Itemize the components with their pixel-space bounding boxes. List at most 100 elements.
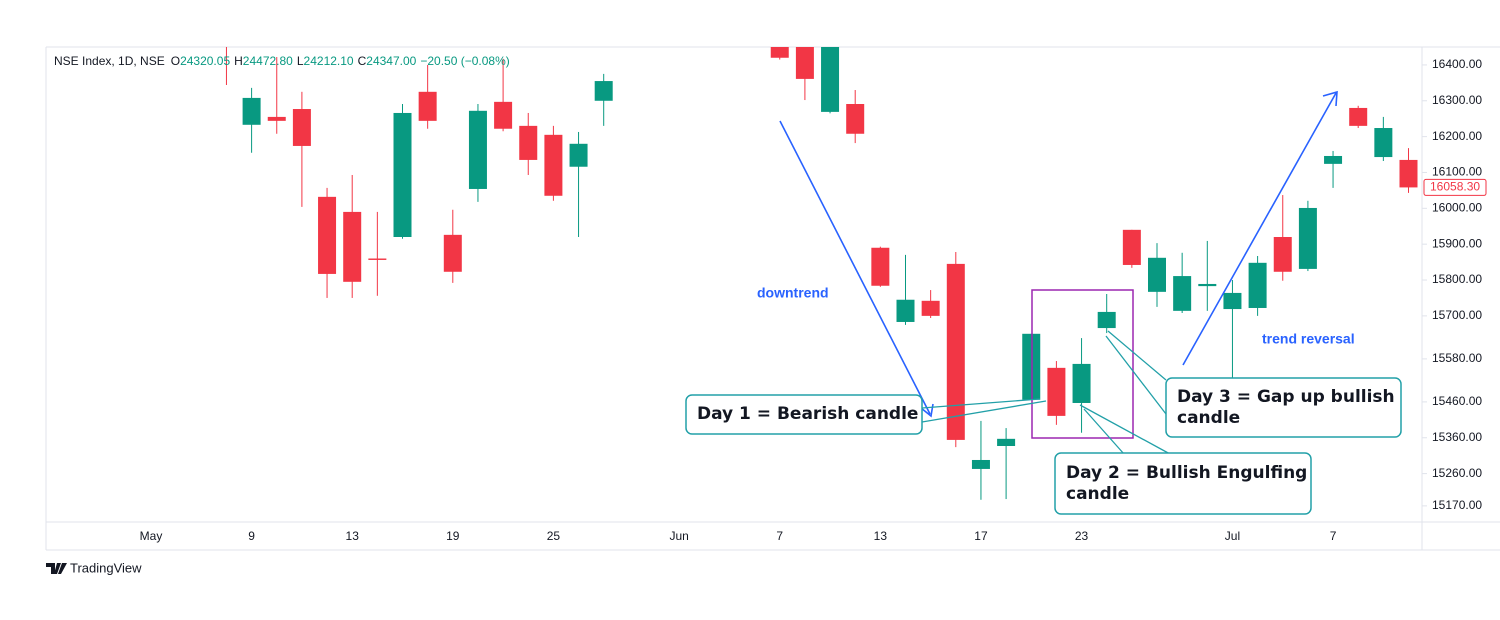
y-tick-label: 16100.00: [1432, 165, 1482, 179]
candle-body: [443, 234, 462, 272]
reversal-label: trend reversal: [1262, 331, 1355, 347]
candle-body: [544, 134, 563, 196]
x-tick-label: 13: [874, 529, 888, 543]
ohlc-label: H: [234, 54, 243, 68]
callout-box: [1054, 452, 1312, 515]
candle-body: [1273, 237, 1292, 272]
candle-body: [318, 196, 337, 274]
brand-name: TradingView: [70, 560, 142, 575]
x-tick-label: Jun: [669, 529, 688, 543]
candle-body: [242, 97, 261, 125]
candle-body: [1173, 276, 1192, 311]
callout-line: [921, 398, 1041, 409]
x-tick-label: 19: [446, 529, 460, 543]
y-tick-label: 15900.00: [1432, 236, 1482, 250]
y-tick-label: 15260.00: [1432, 466, 1482, 480]
pattern-box: [1031, 289, 1134, 439]
reversal-arrow: [1182, 92, 1337, 366]
candle-body: [569, 143, 588, 167]
ohlc-label: L: [297, 54, 304, 68]
y-tick-label: 16200.00: [1432, 129, 1482, 143]
callout-text: Day 3 = Gap up bullish: [1177, 387, 1395, 407]
candle-body: [519, 125, 538, 160]
candle-body: [1072, 363, 1091, 403]
last-price-box: [1423, 178, 1487, 196]
candle-body: [871, 247, 890, 286]
candle-body: [795, 47, 814, 79]
candle-body: [1047, 367, 1066, 416]
annotations: downtrend trend reversal Day 1 = Bearish…: [685, 90, 1402, 515]
candle-body: [1097, 311, 1116, 329]
y-tick-label: 16300.00: [1432, 93, 1482, 107]
callout-line: [921, 400, 1047, 423]
downtrend-label: downtrend: [757, 285, 829, 301]
ohlc-value: 24347.00: [366, 54, 416, 68]
candle-body: [292, 109, 311, 146]
candle-body: [343, 211, 362, 282]
arrow-head: [1322, 90, 1338, 107]
x-tick-label: Jul: [1225, 529, 1240, 543]
x-tick-label: 13: [346, 529, 360, 543]
change: −20.50 (−0.08%): [420, 54, 509, 68]
legend-header: NSE Index, 1D, NSE O24320.05 H24472.80 L242…: [54, 54, 510, 68]
candle-body: [494, 101, 513, 129]
candle-body: [594, 81, 613, 101]
callout-line: [1079, 404, 1171, 455]
callout-text: Day 2 = Bullish Engulfing: [1066, 463, 1307, 483]
candle-body: [997, 438, 1016, 446]
candle-body: [368, 258, 387, 260]
x-tick-label: 7: [1330, 529, 1337, 543]
candle-body: [1148, 257, 1166, 292]
x-tick-label: 25: [547, 529, 561, 543]
candle-body: [846, 104, 865, 134]
candle-body: [821, 47, 840, 112]
brand-logo: [46, 563, 67, 574]
candle-body: [267, 116, 286, 121]
candle-body: [1349, 107, 1368, 126]
candle-body: [1374, 128, 1393, 158]
arrow-head: [920, 403, 934, 418]
candle-body: [1223, 292, 1242, 310]
candle-body: [896, 299, 915, 322]
x-tick-label: 9: [248, 529, 255, 543]
callout-text: Day 1 = Bearish candle: [697, 404, 918, 424]
x-tick-label: 7: [776, 529, 783, 543]
candle-body: [921, 300, 940, 316]
callout-text: candle: [1177, 408, 1240, 428]
candle-body: [393, 112, 412, 237]
callout-text: candle: [1066, 484, 1129, 504]
y-tick-label: 16000.00: [1432, 200, 1482, 214]
downtrend-arrow: [779, 120, 931, 415]
last-price-label: 16058.30: [1430, 180, 1480, 194]
brand: TradingView: [46, 560, 142, 575]
candle-body: [468, 110, 487, 189]
candle-body: [1399, 159, 1418, 188]
candle-body: [1324, 155, 1343, 164]
candle-body: [418, 91, 437, 121]
candle-body: [1122, 229, 1141, 265]
y-tick-label: 15460.00: [1432, 394, 1482, 408]
x-tick-label: 17: [974, 529, 988, 543]
candle-body: [971, 459, 990, 469]
y-tick-label: 15800.00: [1432, 272, 1482, 286]
x-tick-label: May: [140, 529, 163, 543]
ohlc-label: O: [171, 54, 180, 68]
ohlc-label: C: [358, 54, 367, 68]
candles: [225, 47, 1418, 500]
x-tick-label: 23: [1075, 529, 1089, 543]
callout-line: [1083, 408, 1125, 455]
callout-line: [1107, 330, 1167, 381]
candle-body: [1298, 207, 1317, 269]
candle-body: [1248, 262, 1267, 308]
candle-body: [946, 263, 965, 440]
axes: 15170.00 15260.00 15360.00 15460.00 15580.00…: [140, 57, 1487, 543]
ohlc-value: 24320.05: [180, 54, 230, 68]
y-tick-label: 16400.00: [1432, 57, 1482, 71]
callout-box: [1165, 377, 1402, 438]
candle-body: [770, 47, 789, 58]
symbol: NSE Index, 1D, NSE: [54, 54, 165, 68]
y-tick-label: 15170.00: [1432, 498, 1482, 512]
callout-line: [1105, 335, 1167, 415]
